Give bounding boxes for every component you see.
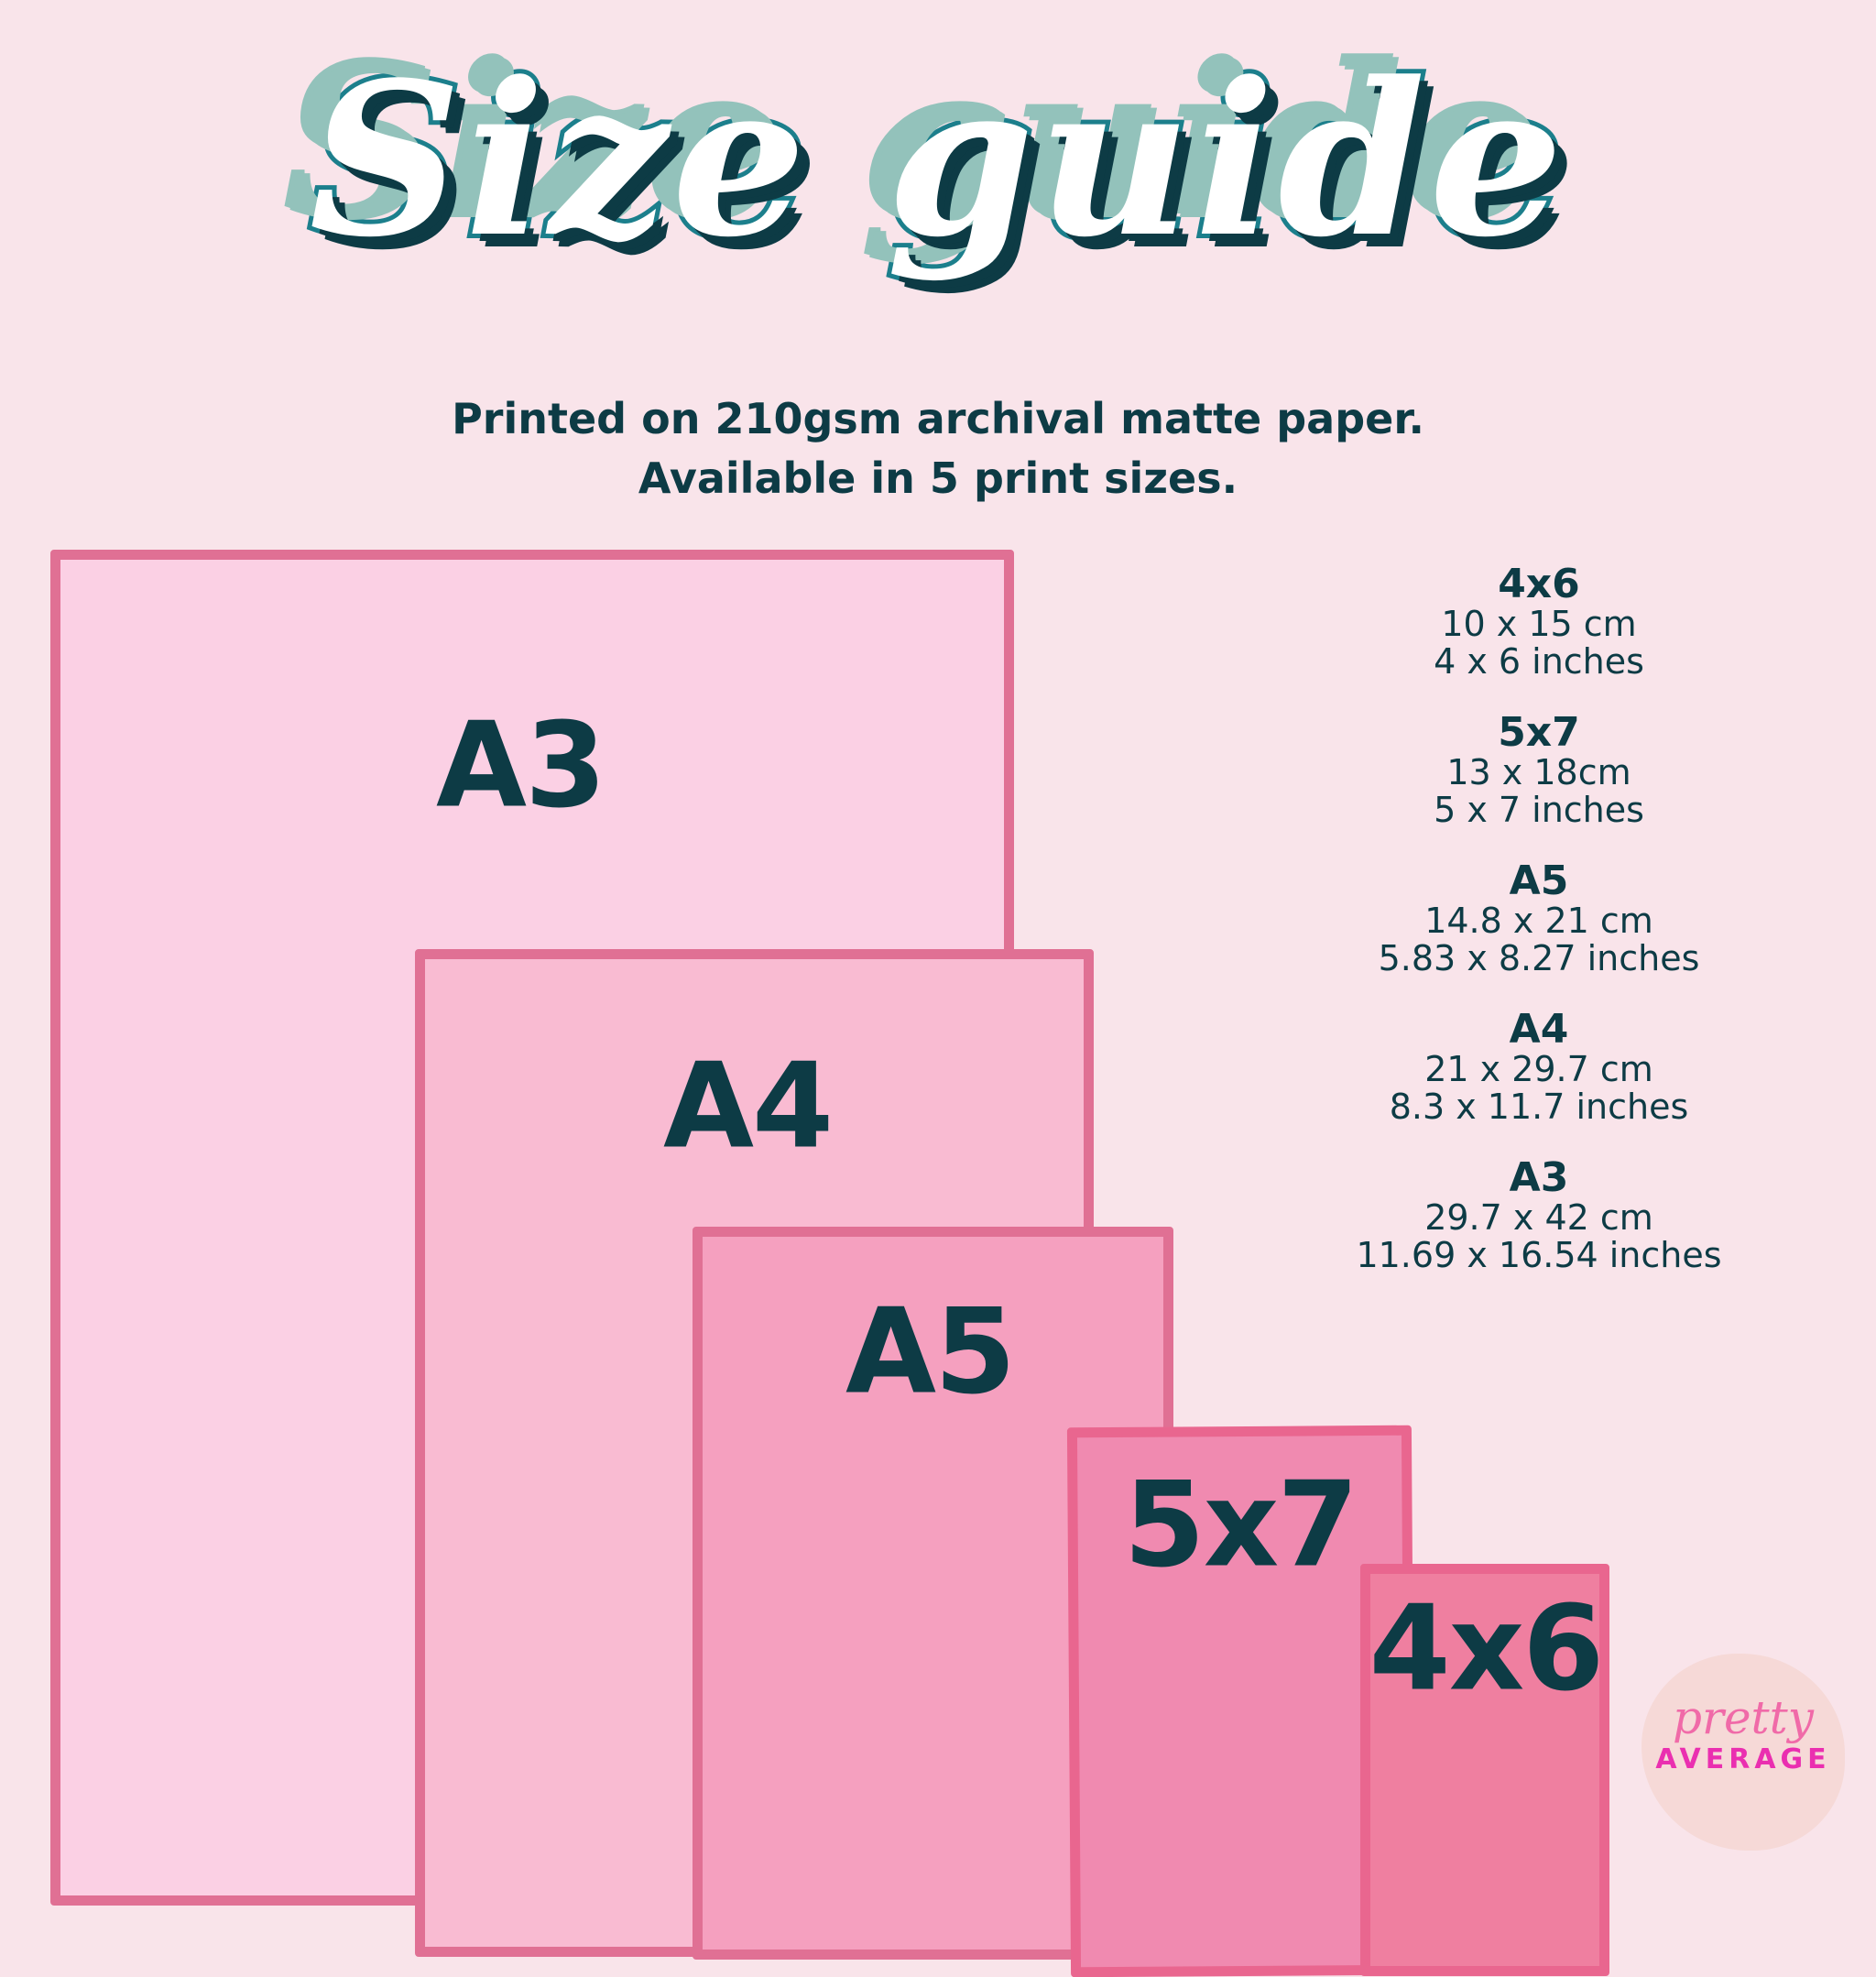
spec-a5: A5 14.8 x 21 cm 5.83 x 8.27 inches: [1310, 860, 1768, 978]
logo-script: pretty: [1673, 1691, 1814, 1744]
spec-cm: 21 x 29.7 cm: [1424, 1049, 1653, 1089]
spec-name: A3: [1509, 1154, 1569, 1201]
spec-name: 4x6: [1498, 561, 1580, 607]
label-a3: A3: [435, 697, 606, 835]
spec-5x7: 5x7 13 x 18cm 5 x 7 inches: [1310, 712, 1768, 829]
label-4x6: 4x6: [1369, 1580, 1605, 1718]
label-a5: A5: [845, 1283, 1016, 1421]
label-5x7: 5x7: [1123, 1457, 1359, 1594]
brand-logo: pretty AVERAGE: [1642, 1654, 1845, 1851]
spec-name: 5x7: [1498, 709, 1580, 756]
subtitle-line-2: Available in 5 print sizes.: [638, 453, 1238, 503]
spec-cm: 13 x 18cm: [1446, 752, 1631, 792]
page-title: Size guide: [304, 32, 1567, 289]
spec-a4: A4 21 x 29.7 cm 8.3 x 11.7 inches: [1310, 1009, 1768, 1126]
spec-name: A5: [1509, 857, 1569, 904]
size-specs: 4x6 10 x 15 cm 4 x 6 inches 5x7 13 x 18cm 5 …: [1310, 563, 1768, 1305]
spec-inches: 5 x 7 inches: [1434, 790, 1644, 830]
spec-4x6: 4x6 10 x 15 cm 4 x 6 inches: [1310, 563, 1768, 681]
spec-cm: 29.7 x 42 cm: [1424, 1197, 1653, 1238]
spec-name: A4: [1509, 1006, 1569, 1053]
spec-inches: 5.83 x 8.27 inches: [1378, 938, 1700, 978]
spec-cm: 14.8 x 21 cm: [1424, 901, 1653, 941]
spec-inches: 4 x 6 inches: [1434, 641, 1644, 682]
subtitle-line-1: Printed on 210gsm archival matte paper.: [452, 394, 1424, 443]
label-a4: A4: [662, 1038, 834, 1175]
spec-a3: A3 29.7 x 42 cm 11.69 x 16.54 inches: [1310, 1157, 1768, 1274]
spec-inches: 11.69 x 16.54 inches: [1356, 1235, 1722, 1275]
spec-inches: 8.3 x 11.7 inches: [1389, 1087, 1689, 1127]
spec-cm: 10 x 15 cm: [1441, 604, 1637, 644]
logo-word: AVERAGE: [1655, 1743, 1831, 1775]
